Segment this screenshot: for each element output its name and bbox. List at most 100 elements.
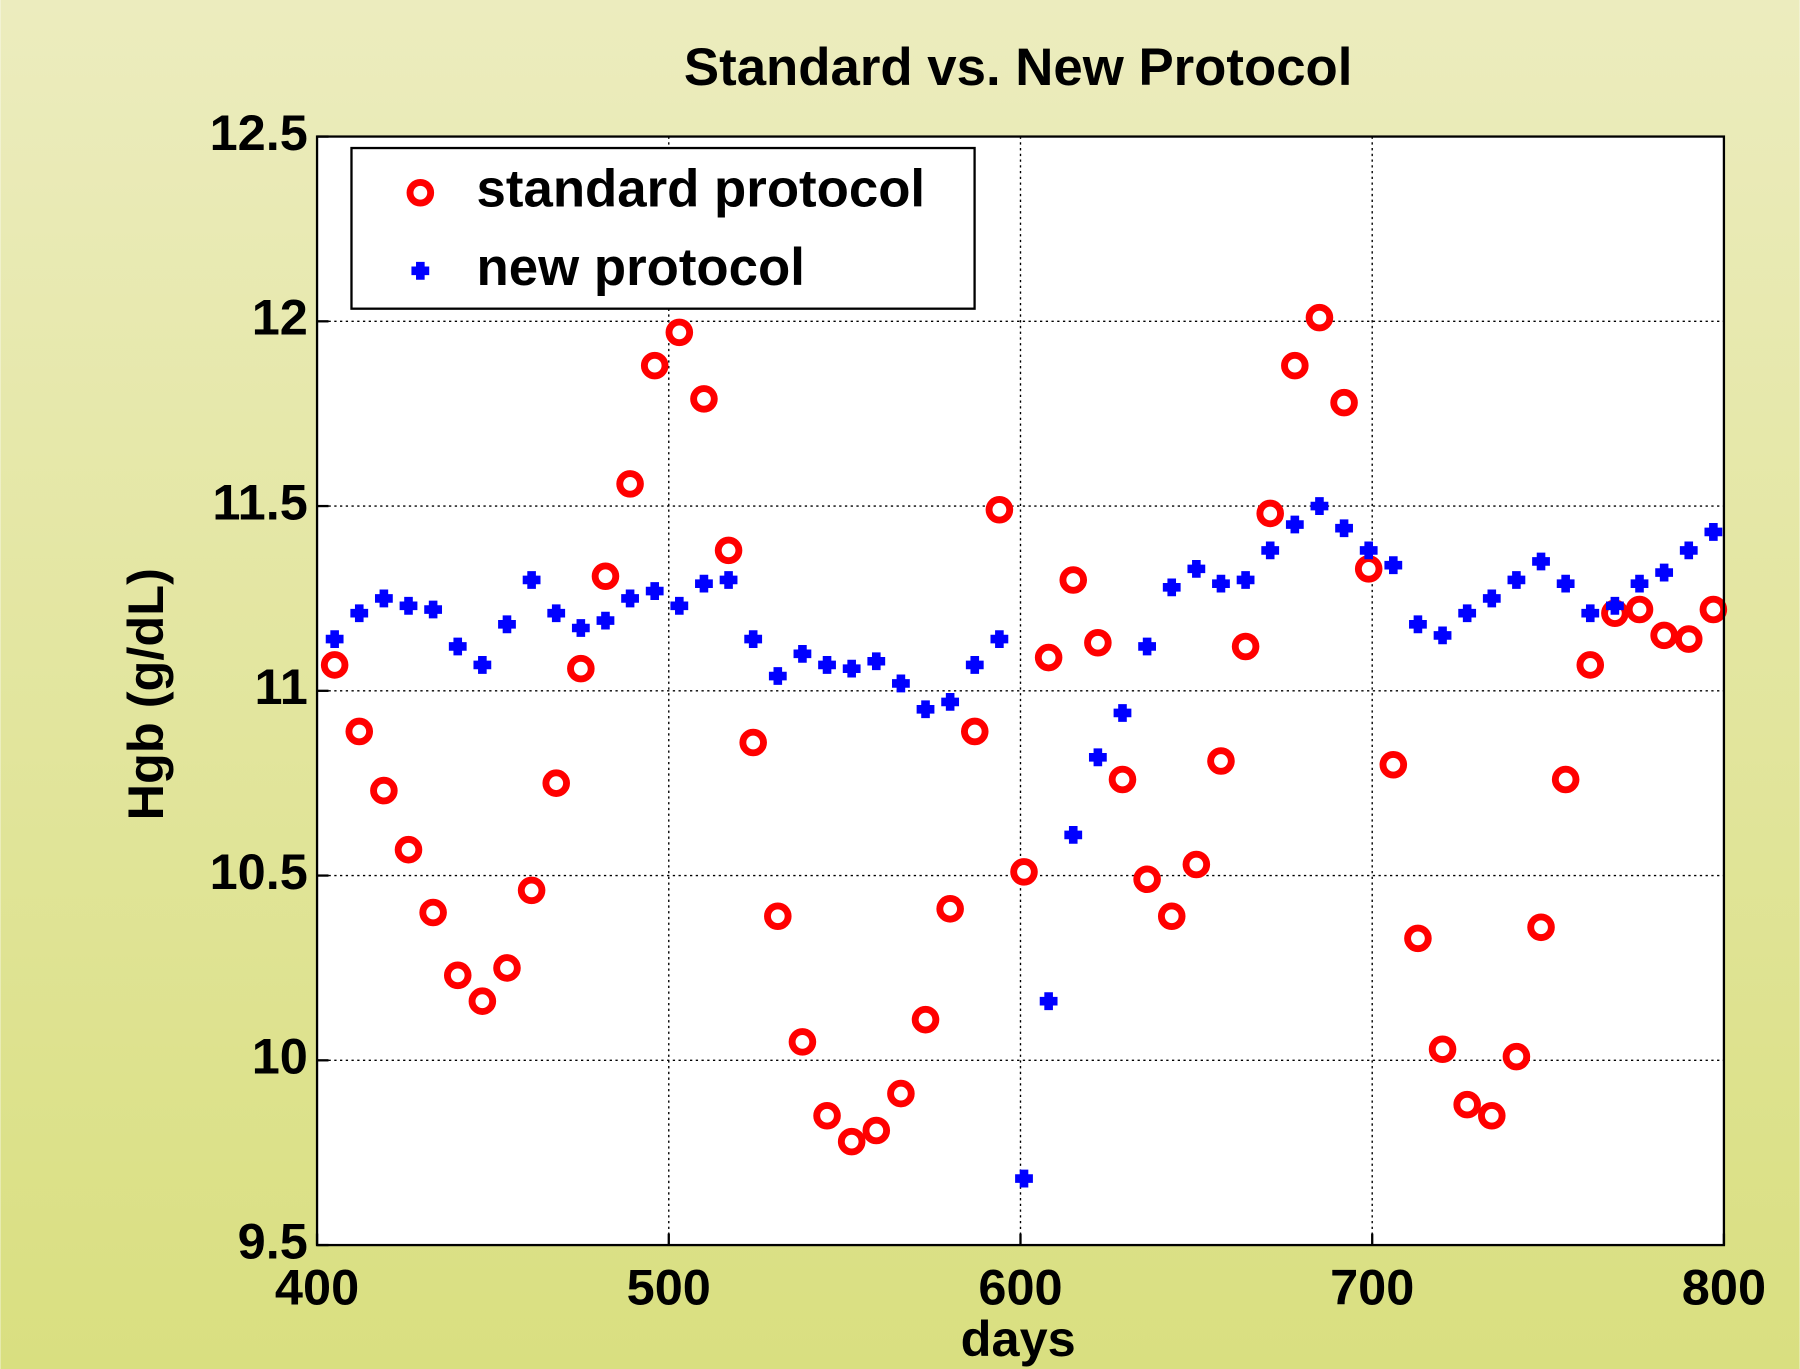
marker-circle [1674,625,1703,653]
marker-circle [443,961,472,990]
marker-circle [1281,351,1309,380]
marker-circle [1625,595,1654,624]
marker-circle [1404,924,1432,953]
marker-plus [842,659,861,678]
marker-plus [941,693,960,711]
marker-plus [1212,574,1230,593]
marker-plus [1655,563,1674,582]
marker-circle [1478,1101,1506,1130]
marker-plus [1704,523,1723,541]
legend-box [350,146,976,310]
marker-plus [1285,515,1304,534]
y-axis-label: Hgb (g/dL) [117,568,174,820]
marker-circle [1354,555,1383,583]
marker-circle [1059,566,1088,594]
marker-circle [493,954,521,982]
marker-circle [542,769,570,797]
marker-circle [1182,850,1211,879]
marker-plus [547,604,566,623]
marker-circle [1502,1042,1531,1071]
marker-circle [714,536,743,565]
marker-circle [517,876,546,905]
marker-circle [567,654,595,683]
y-tick-label: 12.5 [210,104,308,161]
marker-plus [1556,574,1575,593]
marker-plus [448,637,467,656]
marks [320,303,1728,1188]
marker-circle [1207,747,1235,775]
marker-circle [320,651,349,679]
marker-plus [719,571,738,589]
x-tick-label: 500 [627,1258,711,1315]
marker-circle [813,1101,841,1130]
marker-plus [1236,571,1255,589]
marker-circle [468,987,497,1015]
marker-circle [1527,913,1555,942]
x-axis-label: days [961,1310,1076,1367]
marker-plus [1138,637,1157,656]
marker-plus [867,652,886,671]
marker-plus [424,600,443,619]
marker-plus [1507,571,1526,589]
marker-plus [1310,497,1329,515]
marker-circle [1551,765,1580,794]
marker-plus [1088,748,1107,767]
marker-plus [1409,615,1427,634]
marker-plus [892,674,910,693]
marker-plus [411,261,430,280]
marker-circle [665,318,694,347]
marker-circle [1453,1090,1481,1119]
marker-plus [1458,604,1477,623]
marker-circle [764,902,792,930]
marker-circle [1650,621,1678,650]
marker-plus [473,656,492,674]
marker-plus [498,615,516,634]
marker-circle [406,179,435,207]
marker-plus [1679,541,1698,560]
marker-plus [1064,826,1083,844]
y-tick-label: 12 [252,289,308,346]
marker-circle [690,385,718,413]
marker-plus [793,644,812,663]
marker-circle [1157,902,1186,930]
marker-plus [1162,578,1181,597]
marker-circle [887,1079,915,1108]
marker-plus [1039,992,1058,1011]
marker-circle [394,835,423,864]
marker-circle [1010,858,1038,886]
marker-plus [670,596,689,615]
marker-plus [1433,626,1452,645]
marker-plus [916,700,935,719]
marker-plus [744,630,763,648]
marker-plus [621,589,639,608]
marker-circle [788,1028,817,1056]
marker-plus [1384,556,1403,575]
y-tick-label: 10 [252,1028,308,1085]
y-tick-label: 11 [255,658,308,715]
marker-plus [1630,574,1649,593]
marker-circle [960,717,989,746]
legend: standard protocol new protocol [350,146,976,310]
marker-circle [911,1005,940,1034]
chart-title: Standard vs. New Protocol [684,38,1353,97]
marker-plus [645,582,664,600]
marker-plus [325,630,344,648]
marker-plus [350,604,369,623]
marker-plus [1482,589,1501,608]
marker-plus [374,589,393,608]
marker-plus [965,656,984,674]
marker-plus [596,611,615,630]
marker-plus [695,574,713,593]
marker-circle [1330,388,1358,417]
marker-plus [522,571,541,589]
x-tick-label: 700 [1330,1258,1414,1315]
marker-circle [419,898,447,927]
marker-circle [1379,750,1408,779]
marker-circle [1576,651,1605,679]
marker-plus [1605,596,1624,615]
marker-circle [1108,765,1137,794]
marker-circle [862,1116,891,1145]
legend-label: new protocol [477,238,805,297]
marker-plus [399,596,418,615]
plot-frame [315,135,1726,1247]
